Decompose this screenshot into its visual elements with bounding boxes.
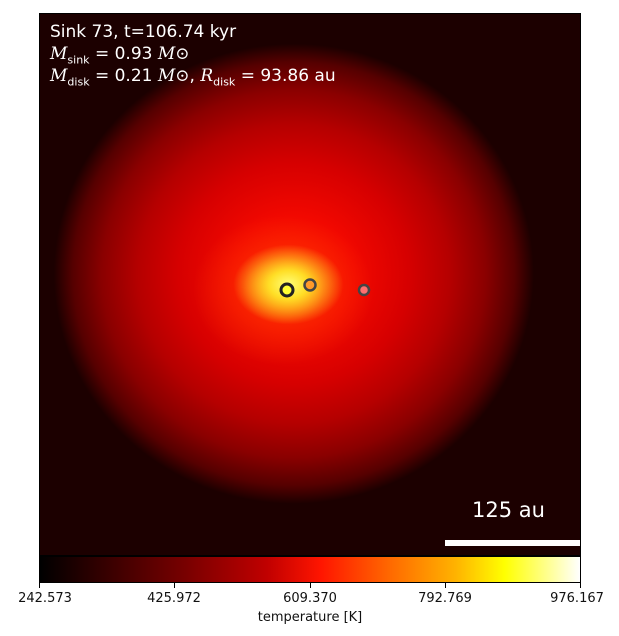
colorbar-tick-label: 792.769	[418, 591, 472, 606]
colorbar-tick-label: 976.167	[550, 591, 604, 606]
sink-mass-line: Msink = 0.93 M⊙	[50, 44, 190, 67]
sink-title: Sink 73, t=106.74 kyr	[50, 22, 237, 42]
sink-secondary-marker	[303, 278, 317, 292]
scale-bar	[445, 540, 580, 546]
colorbar-axis-label: temperature [K]	[257, 610, 363, 625]
colorbar-tick	[39, 583, 40, 588]
temperature-colorbar	[39, 556, 581, 583]
sink-tertiary-marker	[357, 283, 371, 297]
colorbar-tick-label: 242.573	[18, 591, 72, 606]
colorbar-tick	[174, 583, 175, 588]
temperature-map: Sink 73, t=106.74 kyr Msink = 0.93 M⊙ Md…	[39, 13, 581, 556]
colorbar-tick-label: 425.972	[147, 591, 201, 606]
colorbar-tick-label: 609.370	[283, 591, 337, 606]
scale-bar-label: 125 au	[472, 498, 545, 522]
sink-markers	[279, 278, 371, 298]
colorbar-tick	[580, 583, 581, 588]
colorbar-tick	[445, 583, 446, 588]
sink-primary-marker	[279, 282, 295, 298]
colorbar-tick	[310, 583, 311, 588]
disk-mass-radius-line: Mdisk = 0.21 M⊙, Rdisk = 93.86 au	[50, 66, 336, 89]
